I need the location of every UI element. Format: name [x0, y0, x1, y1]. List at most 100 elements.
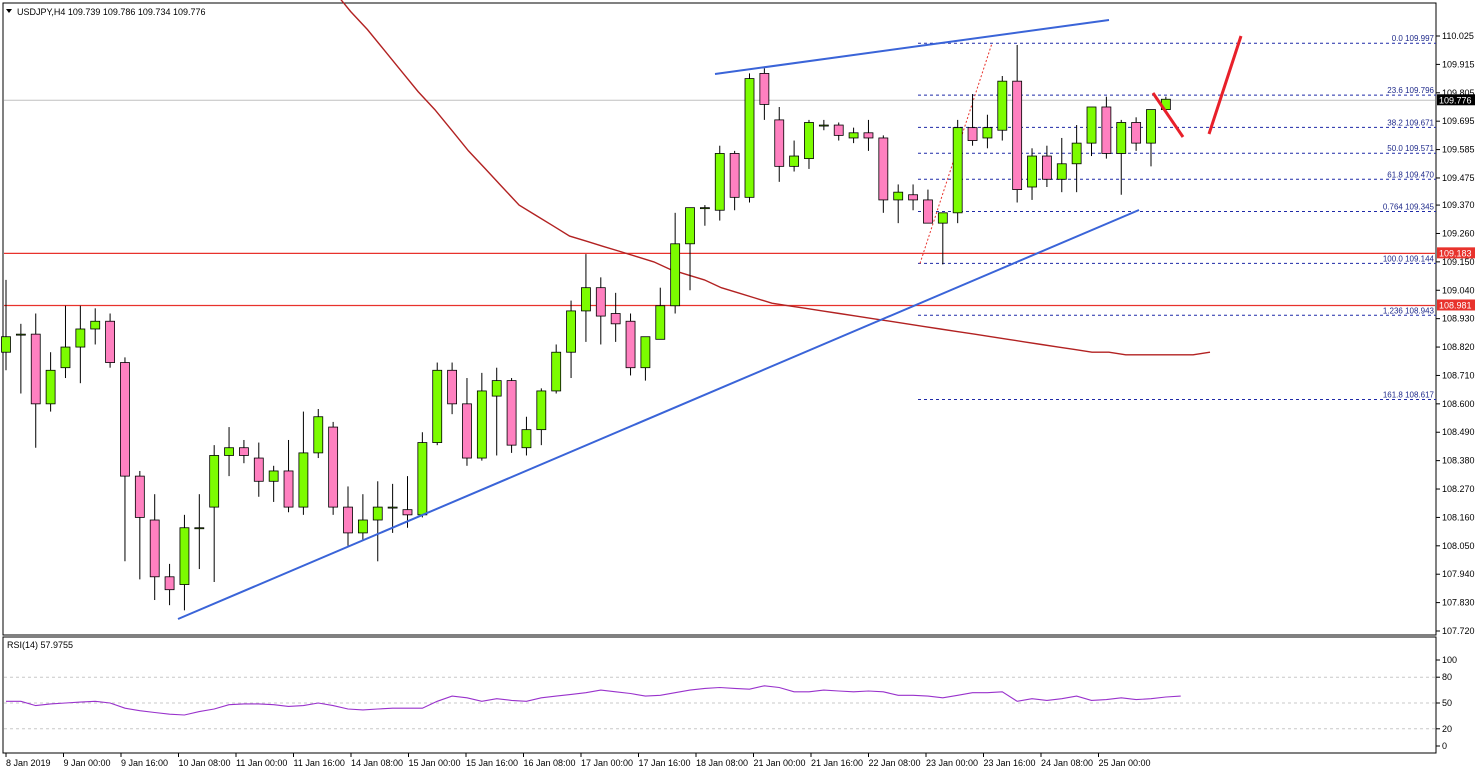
resistance-trendline: [714, 19, 1110, 75]
price-tick-label: 110.025: [1442, 31, 1474, 41]
horizontal-levels: 109.183 108.981 109.776: [4, 94, 1475, 311]
time-tick-label: 15 Jan 00:00: [409, 758, 461, 768]
bearish-candle: [729, 153, 740, 198]
bullish-candle: [1056, 163, 1067, 180]
bullish-candle: [387, 506, 398, 509]
time-tick-label: 24 Jan 08:00: [1041, 758, 1093, 768]
bullish-candle: [45, 369, 56, 405]
bearish-candle: [967, 127, 978, 141]
time-tick-label: 23 Jan 16:00: [984, 758, 1036, 768]
rsi-tick-label: 100: [1442, 655, 1457, 665]
fib-level-label: 0.0 109.997: [1392, 34, 1435, 43]
bullish-candle: [60, 346, 71, 369]
bullish-candle: [804, 122, 814, 160]
fib-level-label: 23.6 109.796: [1387, 86, 1434, 95]
bullish-candle: [997, 80, 1008, 131]
bearish-candle: [105, 320, 115, 363]
rsi-tick-label: 20: [1442, 724, 1452, 734]
price-tick-label: 107.830: [1442, 598, 1475, 608]
bullish-candle: [521, 429, 532, 449]
bullish-candle: [209, 455, 220, 508]
bearish-candle: [402, 509, 413, 516]
fib-level-label: 50.0 109.571: [1387, 144, 1434, 153]
bullish-candle: [566, 310, 576, 353]
bearish-candle: [923, 199, 933, 224]
bearish-candle: [462, 403, 472, 459]
bearish-candle: [625, 320, 636, 369]
price-tick-label: 109.040: [1442, 285, 1475, 295]
bullish-candle: [714, 153, 725, 211]
bearish-candle: [447, 369, 458, 405]
price-axis: 110.025 109.915 109.805 109.695 109.585 109.4…: [1436, 31, 1475, 636]
price-tick-label: 109.150: [1442, 257, 1475, 267]
price-tick-label: 109.370: [1442, 200, 1475, 210]
bullish-candle: [848, 132, 859, 139]
time-tick-label: 16 Jan 08:00: [524, 758, 576, 768]
price-tick-label: 109.915: [1442, 59, 1475, 69]
fib-level-label: 61.8 109.470: [1387, 170, 1434, 179]
time-tick-label: 25 Jan 00:00: [1099, 758, 1151, 768]
bearish-candle: [1012, 80, 1023, 190]
bullish-candle: [670, 243, 681, 307]
time-axis: 8 Jan 2019 9 Jan 00:00 9 Jan 16:00 10 Jan 0…: [5, 753, 1151, 768]
bearish-candle: [878, 137, 889, 201]
bullish-candle: [536, 390, 547, 431]
price-tick-label: 109.585: [1442, 145, 1475, 155]
price-tick-label: 108.380: [1442, 456, 1475, 466]
fib-level-label: 1.236 108.943: [1383, 306, 1435, 315]
time-tick-label: 23 Jan 00:00: [926, 758, 978, 768]
time-tick-label: 17 Jan 16:00: [639, 758, 691, 768]
bearish-candle: [1131, 122, 1142, 144]
bearish-candle: [1101, 106, 1112, 154]
bearish-candle: [774, 119, 785, 167]
bullish-candle: [75, 328, 86, 348]
bullish-candle: [640, 336, 651, 369]
bearish-candle: [610, 313, 621, 325]
chart-title: USDJPY,H4 109.739 109.786 109.734 109.77…: [17, 7, 206, 17]
bullish-candle: [268, 470, 279, 482]
bearish-candle: [759, 73, 770, 105]
moving-average-line: [340, 0, 1211, 356]
bearish-candle: [253, 457, 264, 482]
time-tick-label: 9 Jan 00:00: [64, 758, 111, 768]
time-tick-label: 21 Jan 00:00: [754, 758, 806, 768]
bearish-candle: [239, 447, 249, 456]
time-tick-label: 18 Jan 08:00: [696, 758, 748, 768]
level-price-tag: [1437, 299, 1475, 311]
bearish-candle: [328, 426, 339, 508]
bullish-candle: [655, 305, 666, 340]
fib-level-label: 161.8 108.617: [1383, 390, 1435, 399]
bullish-candle: [581, 287, 591, 312]
bearish-candle: [283, 470, 294, 508]
rsi-panel: 100 80 50 20 0 RSI(14) 57.9755: [4, 640, 1457, 751]
bullish-candle: [1086, 106, 1097, 144]
bullish-candle: [417, 442, 428, 516]
dropdown-triangle-icon[interactable]: [6, 9, 12, 13]
bullish-candle: [952, 127, 963, 214]
bearish-candle: [343, 506, 353, 534]
bullish-candle: [893, 191, 904, 201]
support-trendline: [177, 209, 1140, 620]
price-tick-label: 108.160: [1442, 512, 1475, 522]
bullish-candle: [372, 506, 383, 521]
time-tick-label: 22 Jan 08:00: [869, 758, 921, 768]
bearish-candle: [863, 132, 874, 139]
bullish-candle: [194, 527, 205, 530]
bullish-candle: [357, 519, 368, 534]
candles: [1, 45, 1171, 611]
bearish-candle: [595, 287, 606, 317]
bearish-candle: [134, 475, 145, 518]
bullish-candle: [1, 336, 11, 353]
price-tick-label: 109.695: [1442, 116, 1475, 126]
time-tick-label: 21 Jan 16:00: [811, 758, 863, 768]
bullish-candle: [937, 212, 948, 224]
drawings: [177, 19, 1243, 620]
level-price-label: 108.981: [1439, 300, 1472, 310]
current-price-tag: [1437, 94, 1475, 106]
price-tick-label: 108.490: [1442, 427, 1475, 437]
time-tick-label: 9 Jan 16:00: [121, 758, 168, 768]
bullish-candle: [699, 207, 710, 210]
bullish-candle: [476, 390, 487, 459]
bullish-candle: [685, 207, 695, 245]
bullish-candle: [1116, 122, 1127, 154]
